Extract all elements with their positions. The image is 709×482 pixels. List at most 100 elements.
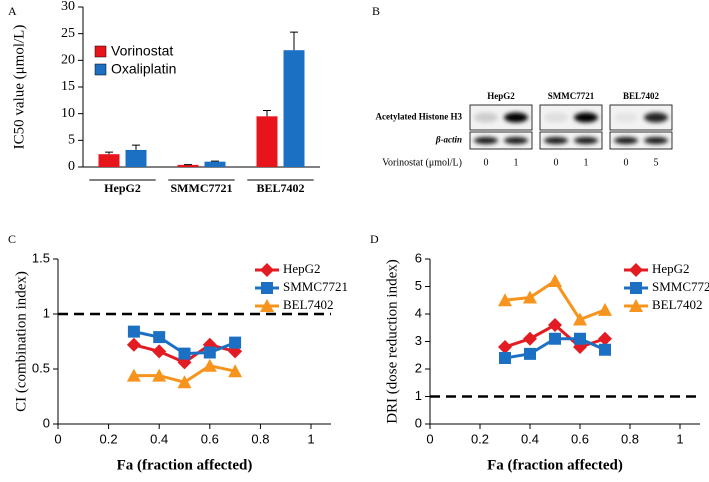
data-point <box>598 331 612 346</box>
error-bar <box>290 31 298 51</box>
data-point <box>127 325 140 338</box>
legend-label: BEL7402 <box>283 297 334 312</box>
y-tick-label: 1 <box>415 388 422 403</box>
bar <box>125 149 147 167</box>
dose-value: 0 <box>484 157 489 168</box>
blot-band <box>574 112 598 123</box>
blot-band <box>614 112 638 123</box>
legend-label: SMMC7721 <box>652 279 709 294</box>
y-tick-label: 15 <box>61 79 75 94</box>
data-point <box>152 344 167 359</box>
blot-band <box>474 137 498 144</box>
error-bar <box>263 109 271 117</box>
x-tick-label: BEL7402 <box>256 181 304 195</box>
bar <box>283 50 305 168</box>
data-point <box>599 343 611 356</box>
blot-band <box>504 112 528 123</box>
legend-label: SMMC7721 <box>283 279 348 294</box>
dose-value: 0 <box>624 157 629 168</box>
data-point <box>202 358 217 372</box>
column-label: SMMC7721 <box>548 91 595 101</box>
y-tick-label: 3 <box>415 333 422 348</box>
row-label: β-actin <box>435 135 462 145</box>
panel-label: D <box>370 232 379 246</box>
y-tick-label: 30 <box>61 0 75 14</box>
blot-band <box>474 112 498 123</box>
y-tick-label: 0 <box>68 159 75 174</box>
legend-marker <box>260 263 274 277</box>
x-tick-label: 1 <box>676 431 683 446</box>
y-tick-label: 4 <box>415 305 422 320</box>
legend-marker <box>629 263 643 277</box>
panel-label: C <box>8 232 16 246</box>
dose-value: 1 <box>514 157 519 168</box>
error-bar <box>132 144 140 150</box>
bar <box>177 164 199 167</box>
bar <box>204 161 226 167</box>
column-label: HepG2 <box>487 91 515 101</box>
legend-swatch <box>94 63 107 76</box>
y-tick-label: 25 <box>61 26 75 41</box>
x-tick-label: 0.6 <box>571 431 589 446</box>
x-axis-label: Fa (fraction affected) <box>117 457 253 473</box>
x-tick-label: 1 <box>307 431 314 446</box>
x-tick-label: 0.6 <box>201 431 219 446</box>
x-tick-label: 0.8 <box>251 431 269 446</box>
data-point <box>126 368 141 382</box>
blot-box <box>469 131 533 150</box>
y-tick-label: 0.5 <box>32 360 50 375</box>
y-axis-label: DRI (dose reduction index) <box>384 259 400 424</box>
blot-band <box>574 137 598 144</box>
legend-marker <box>260 299 274 312</box>
data-point <box>152 368 167 382</box>
dose-label: Vorinostat (μmol/L) <box>382 157 462 168</box>
x-tick-label: 0 <box>426 431 433 446</box>
dose-value: 5 <box>654 157 659 168</box>
data-point <box>523 290 537 304</box>
y-tick-label: 2 <box>415 360 422 375</box>
y-tick-label: 5 <box>415 278 422 293</box>
data-point <box>498 340 512 354</box>
legend-label: HepG2 <box>652 261 690 276</box>
blot-band <box>644 137 668 144</box>
data-point <box>598 302 612 316</box>
y-tick-label: 5 <box>68 133 75 148</box>
x-tick-label: 0.4 <box>150 431 168 446</box>
data-point <box>573 312 587 326</box>
data-point <box>498 293 512 307</box>
y-tick-label: 1 <box>43 305 50 320</box>
column-label: BEL7402 <box>623 91 660 101</box>
legend-label: BEL7402 <box>652 297 703 312</box>
data-point <box>548 274 562 287</box>
panel-label: A <box>8 4 17 18</box>
x-tick-label: 0.2 <box>100 431 118 446</box>
data-point <box>499 352 511 364</box>
y-tick-label: 6 <box>415 250 422 265</box>
data-point <box>229 336 242 349</box>
data-point <box>126 337 141 352</box>
y-tick-label: 20 <box>61 53 75 68</box>
data-point <box>203 346 216 359</box>
blot-band <box>644 112 668 123</box>
data-point <box>523 331 537 346</box>
x-tick-label: 0.8 <box>621 431 639 446</box>
bar <box>98 154 120 167</box>
legend-marker <box>629 299 643 312</box>
blot-band <box>544 112 568 123</box>
error-bar <box>105 151 113 155</box>
data-point <box>524 347 536 360</box>
y-tick-label: 10 <box>61 106 75 121</box>
blot-band <box>544 137 568 144</box>
legend-label: HepG2 <box>283 261 321 276</box>
bar <box>256 116 278 167</box>
blot-band <box>614 137 638 144</box>
x-tick-label: 0 <box>54 431 61 446</box>
blot-band <box>504 137 528 144</box>
dose-value: 1 <box>584 157 589 168</box>
data-point <box>549 332 561 345</box>
data-point <box>228 364 243 378</box>
x-tick-label: SMMC7721 <box>171 181 233 195</box>
data-point <box>153 331 166 344</box>
x-tick-label: 0.2 <box>471 431 489 446</box>
